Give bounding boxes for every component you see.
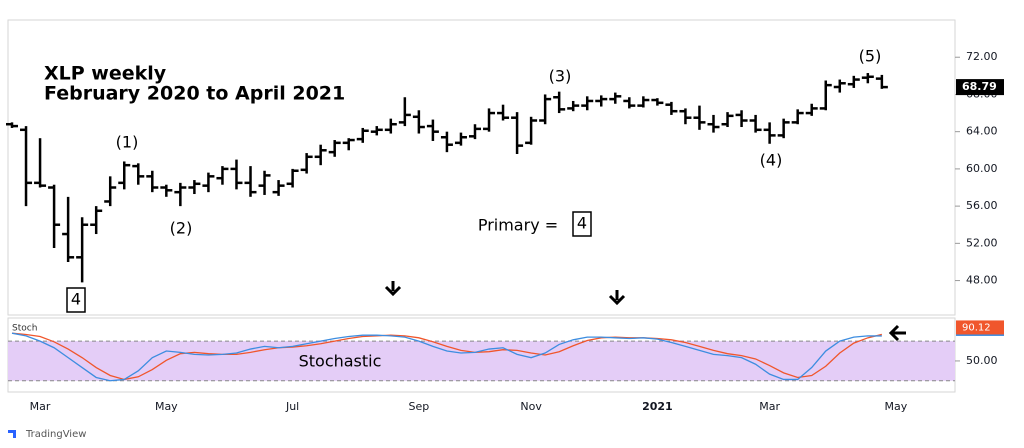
last-price-label: 68.79	[962, 80, 997, 93]
annotation: (2)	[170, 219, 193, 238]
y-tick-label: 52.00	[966, 236, 998, 249]
chart-subtitle: February 2020 to April 2021	[44, 83, 345, 105]
price-panel	[7, 19, 956, 316]
stoch-label: Stochastic	[299, 352, 382, 371]
boxed-annotation: 4	[577, 214, 587, 233]
annotation: (5)	[859, 47, 882, 66]
annotation: (1)	[116, 133, 139, 152]
y-tick-label: 56.00	[966, 199, 998, 212]
stoch-line	[11, 332, 882, 382]
y-tick-label: 48.00	[966, 274, 998, 287]
x-tick-label: Sep	[409, 400, 430, 413]
x-tick-label: Nov	[520, 400, 542, 413]
y-tick-label: 64.00	[966, 125, 998, 138]
footer-logo	[8, 430, 16, 438]
stoch-title: Stoch	[12, 324, 37, 334]
stoch-value-box	[956, 320, 1004, 335]
footer: TradingView	[25, 429, 86, 440]
annotation-box	[572, 211, 592, 237]
arrows	[384, 281, 906, 342]
x-tick-label: Mar	[30, 400, 51, 413]
y-tick-label: 50.00	[966, 354, 998, 367]
x-tick-label: May	[155, 400, 178, 413]
down-arrow	[608, 290, 626, 306]
x-tick-label: 2021	[642, 400, 673, 413]
y-tick-label: 72.00	[966, 50, 998, 63]
last-price-box	[956, 79, 1004, 96]
x-tick-label: Mar	[759, 400, 780, 413]
stoch-value-label: 90.12	[962, 322, 991, 333]
annotation: (4)	[760, 151, 783, 170]
y-tick-label: 60.00	[966, 162, 998, 175]
annotation: Primary =	[478, 216, 558, 235]
x-tick-label: May	[885, 400, 908, 413]
down-arrow	[384, 281, 402, 297]
annotation-box	[66, 287, 86, 313]
chart-title: XLP weekly	[44, 63, 167, 85]
boxed-annotation: 4	[71, 290, 81, 309]
left-arrow	[888, 324, 906, 342]
x-tick-label: Jul	[285, 400, 299, 413]
stoch-line	[11, 332, 883, 381]
annotation: (3)	[549, 67, 572, 86]
